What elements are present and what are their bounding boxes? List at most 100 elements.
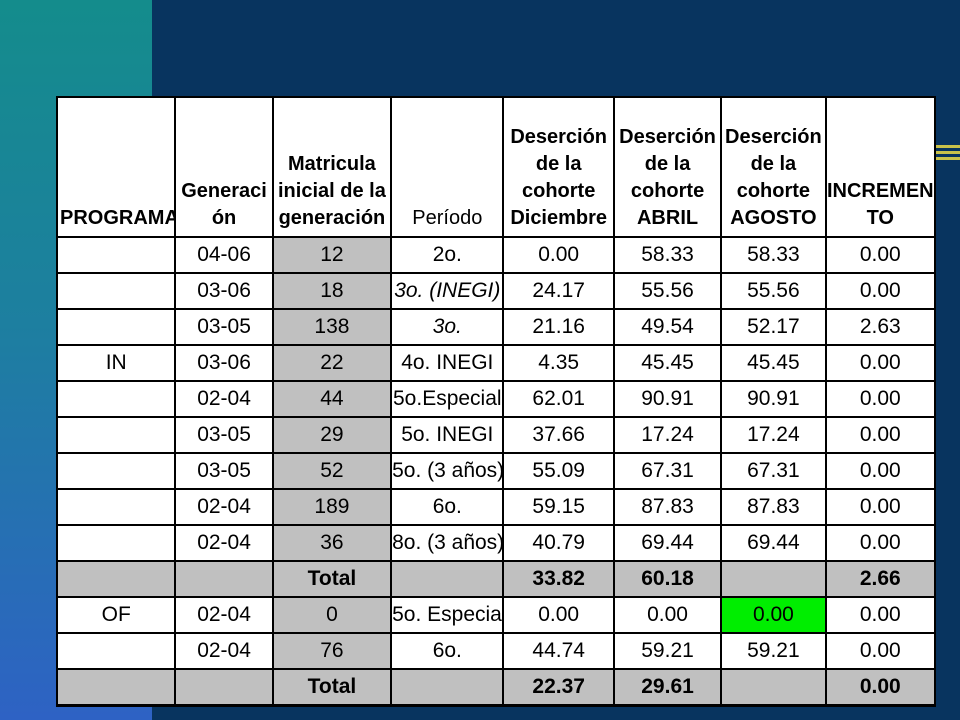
total-generacion	[174, 668, 274, 707]
cell-periodo: 3o.	[390, 308, 505, 346]
cell-matricula: 18	[271, 272, 393, 310]
table-row: 03-05 29 5o. INEGI 37.66 17.24 17.24 0.0…	[55, 416, 937, 454]
total-periodo	[390, 668, 505, 707]
cell-abril: 49.54	[612, 308, 723, 346]
total-abril: 29.61	[612, 668, 723, 707]
cell-programa	[55, 416, 177, 454]
cell-matricula: 36	[271, 524, 393, 562]
header-desercion-agosto: Deserción de la cohorte AGOSTO	[720, 96, 827, 238]
cell-generacion: 03-06	[174, 344, 274, 382]
table-row: 02-04 189 6o. 59.15 87.83 87.83 0.00	[55, 488, 937, 526]
cell-periodo: 5o. Especial	[390, 596, 505, 634]
total-row-in: Total 33.82 60.18 2.66	[55, 560, 937, 598]
cell-incremento: 0.00	[824, 236, 937, 274]
table-row: 02-04 76 6o. 44.74 59.21 59.21 0.00	[55, 632, 937, 670]
total-label: Total	[271, 668, 393, 707]
cell-diciembre: 0.00	[502, 236, 615, 274]
header-programa: PROGRAMA	[55, 96, 177, 238]
cell-matricula: 76	[271, 632, 393, 670]
table-row: 03-05 52 5o. (3 años) 55.09 67.31 67.31 …	[55, 452, 937, 490]
cell-generacion: 02-04	[174, 632, 274, 670]
cell-generacion: 02-04	[174, 380, 274, 418]
cell-programa: OF	[55, 596, 177, 634]
cell-generacion: 03-05	[174, 308, 274, 346]
cell-abril: 45.45	[612, 344, 723, 382]
cell-abril: 69.44	[612, 524, 723, 562]
cell-incremento: 0.00	[824, 380, 937, 418]
cell-matricula: 22	[271, 344, 393, 382]
cell-programa	[55, 236, 177, 274]
cell-matricula: 189	[271, 488, 393, 526]
cell-incremento: 0.00	[824, 272, 937, 310]
cell-diciembre: 21.16	[502, 308, 615, 346]
cell-incremento: 0.00	[824, 416, 937, 454]
table-row: OF 02-04 0 5o. Especial 0.00 0.00 0.00 0…	[55, 596, 937, 634]
header-incremento: INCREMEN TO	[824, 96, 937, 238]
header-row: PROGRAMA Generaci ón Matricula inicial d…	[55, 96, 937, 238]
header-matricula: Matricula inicial de la generación	[271, 96, 393, 238]
header-generacion: Generaci ón	[174, 96, 274, 238]
table-row: 03-05 138 3o. 21.16 49.54 52.17 2.63	[55, 308, 937, 346]
cell-periodo: 2o.	[390, 236, 505, 274]
cell-periodo: 6o.	[390, 632, 505, 670]
cell-generacion: 03-05	[174, 452, 274, 490]
cell-abril: 0.00	[612, 596, 723, 634]
cell-periodo: 6o.	[390, 488, 505, 526]
total-generacion	[174, 560, 274, 598]
cell-agosto-highlight: 0.00	[720, 596, 827, 634]
cell-abril: 67.31	[612, 452, 723, 490]
table-row: 03-06 18 3o. (INEGI) 24.17 55.56 55.56 0…	[55, 272, 937, 310]
total-agosto	[720, 560, 827, 598]
total-row-of: Total 22.37 29.61 0.00	[55, 668, 937, 707]
cell-programa	[55, 524, 177, 562]
cell-matricula: 12	[271, 236, 393, 274]
total-label: Total	[271, 560, 393, 598]
cell-diciembre: 62.01	[502, 380, 615, 418]
cell-agosto: 55.56	[720, 272, 827, 310]
total-diciembre: 22.37	[502, 668, 615, 707]
cell-matricula: 29	[271, 416, 393, 454]
decorative-lines	[930, 145, 960, 165]
cell-matricula: 52	[271, 452, 393, 490]
cell-programa	[55, 632, 177, 670]
cell-agosto: 59.21	[720, 632, 827, 670]
cell-generacion: 02-04	[174, 524, 274, 562]
cell-periodo: 5o. INEGI	[390, 416, 505, 454]
total-incremento: 2.66	[824, 560, 937, 598]
total-programa	[55, 668, 177, 707]
cell-agosto: 90.91	[720, 380, 827, 418]
total-agosto	[720, 668, 827, 707]
cell-generacion: 04-06	[174, 236, 274, 274]
cell-matricula: 0	[271, 596, 393, 634]
cell-agosto: 58.33	[720, 236, 827, 274]
cell-generacion: 02-04	[174, 488, 274, 526]
cell-diciembre: 37.66	[502, 416, 615, 454]
cell-periodo: 3o. (INEGI)	[390, 272, 505, 310]
table-row: 04-06 12 2o. 0.00 58.33 58.33 0.00	[55, 236, 937, 274]
cell-agosto: 52.17	[720, 308, 827, 346]
cell-diciembre: 44.74	[502, 632, 615, 670]
cell-matricula: 44	[271, 380, 393, 418]
cell-abril: 59.21	[612, 632, 723, 670]
header-desercion-diciembre: Deserción de la cohorte Diciembre	[502, 96, 615, 238]
cell-incremento: 0.00	[824, 488, 937, 526]
table-row: 02-04 44 5o.Especial 62.01 90.91 90.91 0…	[55, 380, 937, 418]
total-incremento: 0.00	[824, 668, 937, 707]
cell-diciembre: 24.17	[502, 272, 615, 310]
cell-periodo: 8o. (3 años)	[390, 524, 505, 562]
cell-diciembre: 59.15	[502, 488, 615, 526]
cell-agosto: 69.44	[720, 524, 827, 562]
cell-programa	[55, 380, 177, 418]
cell-programa	[55, 272, 177, 310]
cell-programa	[55, 452, 177, 490]
cell-abril: 87.83	[612, 488, 723, 526]
cell-abril: 17.24	[612, 416, 723, 454]
cell-generacion: 02-04	[174, 596, 274, 634]
cell-programa	[55, 308, 177, 346]
cell-incremento: 0.00	[824, 524, 937, 562]
cell-agosto: 67.31	[720, 452, 827, 490]
header-periodo: Período	[390, 96, 505, 238]
total-programa	[55, 560, 177, 598]
cell-generacion: 03-06	[174, 272, 274, 310]
cell-diciembre: 40.79	[502, 524, 615, 562]
